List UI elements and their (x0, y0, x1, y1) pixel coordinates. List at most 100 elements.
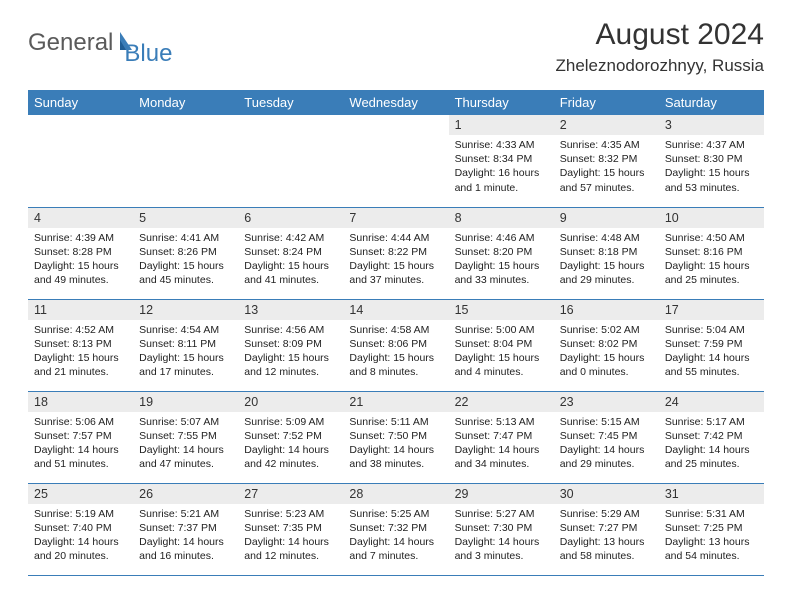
day-details: Sunrise: 5:29 AMSunset: 7:27 PMDaylight:… (554, 504, 659, 568)
day-details: Sunrise: 5:06 AMSunset: 7:57 PMDaylight:… (28, 412, 133, 476)
dow-header: Thursday (449, 90, 554, 115)
day-details: Sunrise: 4:46 AMSunset: 8:20 PMDaylight:… (449, 228, 554, 292)
day-number: 23 (554, 392, 659, 412)
calendar-cell: 19Sunrise: 5:07 AMSunset: 7:55 PMDayligh… (133, 391, 238, 483)
day-details: Sunrise: 5:17 AMSunset: 7:42 PMDaylight:… (659, 412, 764, 476)
dow-header: Sunday (28, 90, 133, 115)
calendar-table: SundayMondayTuesdayWednesdayThursdayFrid… (28, 90, 764, 576)
day-number: 20 (238, 392, 343, 412)
day-details: Sunrise: 5:04 AMSunset: 7:59 PMDaylight:… (659, 320, 764, 384)
calendar-cell: 4Sunrise: 4:39 AMSunset: 8:28 PMDaylight… (28, 207, 133, 299)
day-details: Sunrise: 4:58 AMSunset: 8:06 PMDaylight:… (343, 320, 448, 384)
calendar-cell: 29Sunrise: 5:27 AMSunset: 7:30 PMDayligh… (449, 483, 554, 575)
calendar-cell: 21Sunrise: 5:11 AMSunset: 7:50 PMDayligh… (343, 391, 448, 483)
calendar-cell: 7Sunrise: 4:44 AMSunset: 8:22 PMDaylight… (343, 207, 448, 299)
day-number: 9 (554, 208, 659, 228)
day-number: 6 (238, 208, 343, 228)
day-details: Sunrise: 4:44 AMSunset: 8:22 PMDaylight:… (343, 228, 448, 292)
calendar-cell: 18Sunrise: 5:06 AMSunset: 7:57 PMDayligh… (28, 391, 133, 483)
calendar-cell: 6Sunrise: 4:42 AMSunset: 8:24 PMDaylight… (238, 207, 343, 299)
day-details: Sunrise: 5:09 AMSunset: 7:52 PMDaylight:… (238, 412, 343, 476)
day-number: 24 (659, 392, 764, 412)
calendar-cell: 15Sunrise: 5:00 AMSunset: 8:04 PMDayligh… (449, 299, 554, 391)
day-details: Sunrise: 5:23 AMSunset: 7:35 PMDaylight:… (238, 504, 343, 568)
calendar-cell: 23Sunrise: 5:15 AMSunset: 7:45 PMDayligh… (554, 391, 659, 483)
calendar-cell: 12Sunrise: 4:54 AMSunset: 8:11 PMDayligh… (133, 299, 238, 391)
calendar-cell: . (28, 115, 133, 207)
day-number: 3 (659, 115, 764, 135)
day-details: Sunrise: 5:25 AMSunset: 7:32 PMDaylight:… (343, 504, 448, 568)
day-details: Sunrise: 5:07 AMSunset: 7:55 PMDaylight:… (133, 412, 238, 476)
calendar-cell: 30Sunrise: 5:29 AMSunset: 7:27 PMDayligh… (554, 483, 659, 575)
day-number: 12 (133, 300, 238, 320)
day-details: Sunrise: 5:00 AMSunset: 8:04 PMDaylight:… (449, 320, 554, 384)
calendar-cell: 14Sunrise: 4:58 AMSunset: 8:06 PMDayligh… (343, 299, 448, 391)
calendar-cell: 17Sunrise: 5:04 AMSunset: 7:59 PMDayligh… (659, 299, 764, 391)
day-number: 13 (238, 300, 343, 320)
day-number: 27 (238, 484, 343, 504)
dow-header: Saturday (659, 90, 764, 115)
calendar-cell: . (238, 115, 343, 207)
day-details: Sunrise: 5:15 AMSunset: 7:45 PMDaylight:… (554, 412, 659, 476)
day-details: Sunrise: 4:48 AMSunset: 8:18 PMDaylight:… (554, 228, 659, 292)
title-block: August 2024 Zheleznodorozhnyy, Russia (555, 18, 764, 76)
day-number: 16 (554, 300, 659, 320)
calendar-cell: . (133, 115, 238, 207)
calendar-row: ....1Sunrise: 4:33 AMSunset: 8:34 PMDayl… (28, 115, 764, 207)
day-details: Sunrise: 5:19 AMSunset: 7:40 PMDaylight:… (28, 504, 133, 568)
day-number: 22 (449, 392, 554, 412)
day-number: 2 (554, 115, 659, 135)
day-details: Sunrise: 5:02 AMSunset: 8:02 PMDaylight:… (554, 320, 659, 384)
day-details: Sunrise: 4:35 AMSunset: 8:32 PMDaylight:… (554, 135, 659, 199)
calendar-cell: 2Sunrise: 4:35 AMSunset: 8:32 PMDaylight… (554, 115, 659, 207)
day-details: Sunrise: 5:27 AMSunset: 7:30 PMDaylight:… (449, 504, 554, 568)
calendar-head: SundayMondayTuesdayWednesdayThursdayFrid… (28, 90, 764, 115)
day-details: Sunrise: 5:21 AMSunset: 7:37 PMDaylight:… (133, 504, 238, 568)
header: General Blue August 2024 Zheleznodorozhn… (0, 0, 792, 82)
day-number: 17 (659, 300, 764, 320)
calendar-cell: 3Sunrise: 4:37 AMSunset: 8:30 PMDaylight… (659, 115, 764, 207)
dow-header: Wednesday (343, 90, 448, 115)
day-number: 18 (28, 392, 133, 412)
calendar-cell: 11Sunrise: 4:52 AMSunset: 8:13 PMDayligh… (28, 299, 133, 391)
day-number: 14 (343, 300, 448, 320)
day-number: 8 (449, 208, 554, 228)
day-number: 5 (133, 208, 238, 228)
calendar-cell: 8Sunrise: 4:46 AMSunset: 8:20 PMDaylight… (449, 207, 554, 299)
brand-blue: Blue (124, 40, 172, 68)
calendar-cell: 1Sunrise: 4:33 AMSunset: 8:34 PMDaylight… (449, 115, 554, 207)
day-number: 29 (449, 484, 554, 504)
day-details: Sunrise: 4:39 AMSunset: 8:28 PMDaylight:… (28, 228, 133, 292)
day-details: Sunrise: 4:37 AMSunset: 8:30 PMDaylight:… (659, 135, 764, 199)
calendar-cell: 26Sunrise: 5:21 AMSunset: 7:37 PMDayligh… (133, 483, 238, 575)
day-number: 31 (659, 484, 764, 504)
day-details: Sunrise: 4:42 AMSunset: 8:24 PMDaylight:… (238, 228, 343, 292)
calendar-cell: 24Sunrise: 5:17 AMSunset: 7:42 PMDayligh… (659, 391, 764, 483)
day-number: 4 (28, 208, 133, 228)
calendar-cell: 27Sunrise: 5:23 AMSunset: 7:35 PMDayligh… (238, 483, 343, 575)
day-details: Sunrise: 4:52 AMSunset: 8:13 PMDaylight:… (28, 320, 133, 384)
day-number: 30 (554, 484, 659, 504)
day-details: Sunrise: 4:41 AMSunset: 8:26 PMDaylight:… (133, 228, 238, 292)
calendar-row: 11Sunrise: 4:52 AMSunset: 8:13 PMDayligh… (28, 299, 764, 391)
day-details: Sunrise: 5:31 AMSunset: 7:25 PMDaylight:… (659, 504, 764, 568)
day-details: Sunrise: 4:50 AMSunset: 8:16 PMDaylight:… (659, 228, 764, 292)
calendar-row: 18Sunrise: 5:06 AMSunset: 7:57 PMDayligh… (28, 391, 764, 483)
calendar-body: ....1Sunrise: 4:33 AMSunset: 8:34 PMDayl… (28, 115, 764, 575)
day-number: 1 (449, 115, 554, 135)
day-details: Sunrise: 5:13 AMSunset: 7:47 PMDaylight:… (449, 412, 554, 476)
month-year: August 2024 (555, 18, 764, 52)
day-number: 21 (343, 392, 448, 412)
day-details: Sunrise: 4:56 AMSunset: 8:09 PMDaylight:… (238, 320, 343, 384)
dow-header: Friday (554, 90, 659, 115)
brand-general: General (28, 29, 113, 57)
day-details: Sunrise: 4:54 AMSunset: 8:11 PMDaylight:… (133, 320, 238, 384)
day-number: 28 (343, 484, 448, 504)
day-number: 19 (133, 392, 238, 412)
calendar-cell: . (343, 115, 448, 207)
calendar-cell: 22Sunrise: 5:13 AMSunset: 7:47 PMDayligh… (449, 391, 554, 483)
location: Zheleznodorozhnyy, Russia (555, 56, 764, 76)
calendar-cell: 10Sunrise: 4:50 AMSunset: 8:16 PMDayligh… (659, 207, 764, 299)
calendar-cell: 28Sunrise: 5:25 AMSunset: 7:32 PMDayligh… (343, 483, 448, 575)
day-number: 10 (659, 208, 764, 228)
